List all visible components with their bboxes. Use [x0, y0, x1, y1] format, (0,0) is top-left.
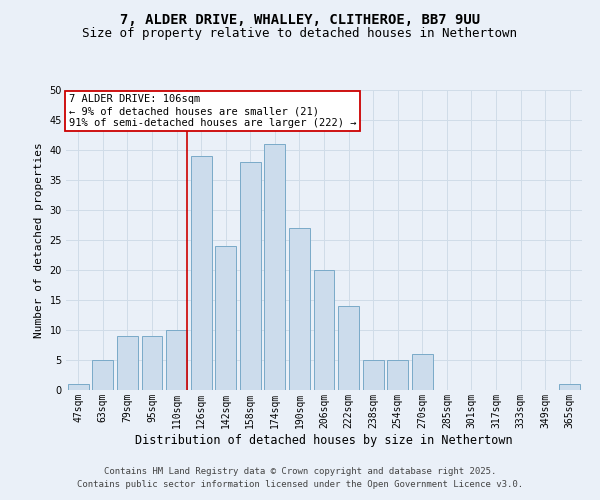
Bar: [362, 360, 383, 390]
X-axis label: Distribution of detached houses by size in Nethertown: Distribution of detached houses by size …: [135, 434, 513, 446]
Bar: [68, 384, 89, 390]
Text: Size of property relative to detached houses in Nethertown: Size of property relative to detached ho…: [83, 28, 517, 40]
Y-axis label: Number of detached properties: Number of detached properties: [34, 142, 44, 338]
Bar: [166, 330, 187, 390]
Bar: [412, 354, 433, 390]
Bar: [92, 360, 113, 390]
Text: 7, ALDER DRIVE, WHALLEY, CLITHEROE, BB7 9UU: 7, ALDER DRIVE, WHALLEY, CLITHEROE, BB7 …: [120, 12, 480, 26]
Bar: [240, 162, 261, 390]
Bar: [191, 156, 212, 390]
Bar: [338, 306, 359, 390]
Bar: [142, 336, 163, 390]
Bar: [314, 270, 334, 390]
Bar: [117, 336, 138, 390]
Bar: [387, 360, 408, 390]
Bar: [559, 384, 580, 390]
Bar: [265, 144, 286, 390]
Bar: [289, 228, 310, 390]
Text: Contains HM Land Registry data © Crown copyright and database right 2025.
Contai: Contains HM Land Registry data © Crown c…: [77, 468, 523, 489]
Bar: [215, 246, 236, 390]
Text: 7 ALDER DRIVE: 106sqm
← 9% of detached houses are smaller (21)
91% of semi-detac: 7 ALDER DRIVE: 106sqm ← 9% of detached h…: [68, 94, 356, 128]
